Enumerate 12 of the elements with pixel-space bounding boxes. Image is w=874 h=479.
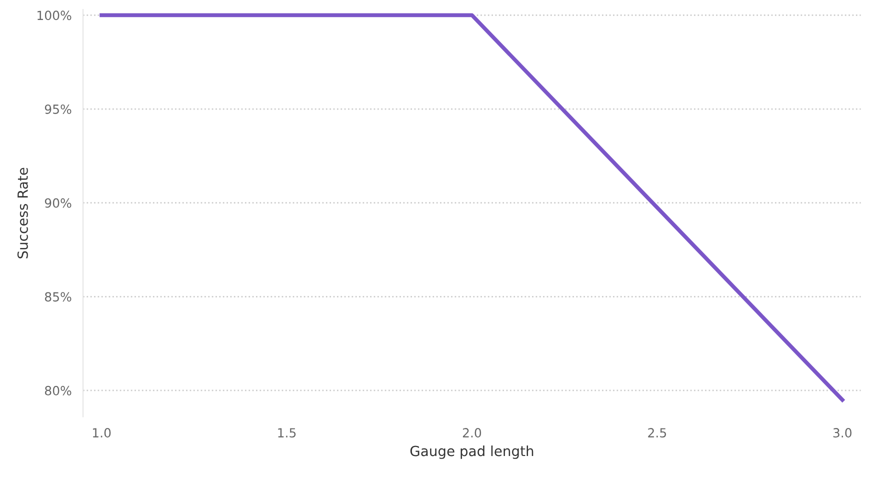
y-tick-label: 85%: [44, 292, 72, 302]
x-tick-label: 1.5: [278, 428, 296, 438]
y-tick-label: 90%: [44, 198, 72, 208]
x-tick-label: 3.0: [833, 428, 852, 438]
y-tick-label: 80%: [44, 386, 72, 396]
x-tick-label: 1.0: [92, 428, 111, 438]
x-tick-label: 2.5: [648, 428, 666, 438]
x-tick-label: 2.0: [462, 428, 482, 438]
x-axis-title: Gauge pad length: [410, 445, 534, 459]
y-axis-title: Success Rate: [17, 168, 28, 258]
y-tick-label: 100%: [38, 10, 72, 20]
y-tick-label: 95%: [44, 104, 72, 114]
